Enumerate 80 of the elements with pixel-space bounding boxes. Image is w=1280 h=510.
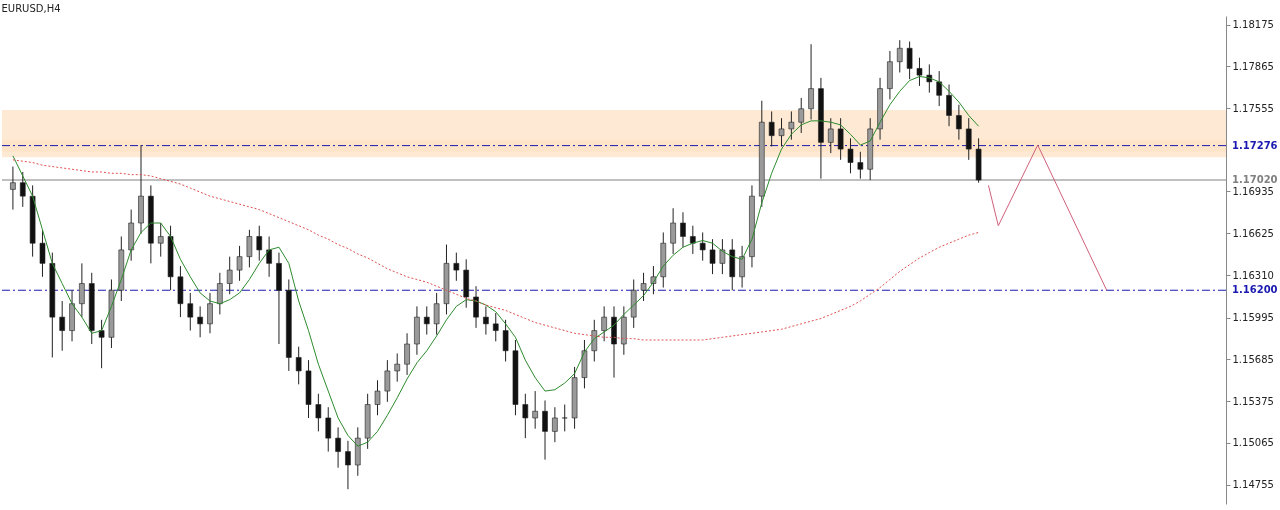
candlestick	[59, 300, 65, 352]
candlestick	[680, 211, 686, 248]
candlestick	[256, 225, 263, 262]
candlestick	[699, 231, 706, 262]
candlestick	[837, 117, 844, 161]
candlestick	[798, 97, 805, 134]
candlestick	[916, 57, 923, 87]
candlestick	[827, 117, 834, 154]
candlestick	[896, 39, 903, 73]
candlestick	[857, 151, 864, 180]
candlestick	[690, 225, 696, 255]
candlestick	[394, 352, 401, 383]
y-tick-label: 1.16310	[1232, 269, 1274, 281]
candlestick	[157, 222, 164, 258]
ref-line-label: 1.17020	[1232, 174, 1278, 186]
candlestick	[404, 332, 410, 376]
candlestick	[384, 359, 391, 403]
candlestick	[719, 238, 726, 275]
candlestick	[315, 393, 322, 432]
candlestick	[936, 70, 942, 107]
candlestick	[640, 272, 647, 302]
candlestick	[325, 406, 332, 453]
candlestick	[552, 406, 558, 443]
candlestick	[739, 245, 745, 289]
candlestick	[847, 137, 854, 174]
candlestick	[502, 319, 509, 362]
y-tick-label: 1.16935	[1232, 185, 1274, 197]
candlestick	[483, 305, 489, 336]
candlestick	[197, 305, 203, 338]
candlestick	[374, 379, 381, 416]
candlestick	[808, 43, 814, 121]
candlestick	[236, 245, 243, 282]
candlestick	[601, 305, 607, 342]
candlestick	[246, 229, 253, 268]
candlestick	[473, 285, 479, 329]
ref-line-label: 1.16200	[1232, 284, 1278, 296]
candlestick	[266, 235, 272, 278]
line-series	[987, 144, 1108, 291]
candlestick	[433, 292, 440, 336]
candlestick	[788, 110, 795, 141]
candlestick	[335, 426, 341, 469]
y-tick-label: 1.15995	[1232, 312, 1274, 324]
candlestick	[79, 262, 85, 318]
candlestick	[591, 319, 598, 362]
candlestick	[965, 117, 972, 161]
candlestick	[345, 440, 351, 490]
candlestick	[906, 41, 913, 80]
candlestick	[19, 171, 26, 208]
candlestick	[295, 346, 302, 385]
y-tick-label: 1.15065	[1232, 437, 1274, 449]
y-tick-label: 1.15685	[1232, 353, 1274, 365]
candlestick	[207, 292, 213, 334]
candlestick	[542, 399, 548, 461]
candlestick	[670, 207, 676, 255]
candlestick	[778, 117, 785, 147]
candlestick	[522, 393, 529, 439]
candlestick	[492, 312, 499, 342]
candlestick	[709, 238, 716, 275]
y-tick-label: 1.14755	[1232, 479, 1274, 491]
candlestick	[423, 305, 430, 336]
candlestick	[226, 256, 233, 295]
candlestick	[187, 292, 194, 332]
candlestick	[946, 84, 952, 127]
y-tick-label: 1.17555	[1232, 102, 1274, 114]
chart-title: EURUSD,H4	[1, 3, 61, 14]
candlestick	[926, 63, 933, 94]
y-tick-label: 1.16625	[1232, 227, 1274, 239]
y-tick-label: 1.18175	[1232, 19, 1274, 31]
candlestick	[453, 252, 460, 282]
candlestick	[39, 229, 46, 278]
candlestick	[956, 104, 962, 141]
candlestick	[98, 319, 105, 369]
ref-line-label: 1.17276	[1232, 139, 1278, 151]
candlestick	[561, 404, 568, 432]
candlestick	[217, 272, 223, 315]
candlestick	[10, 166, 16, 211]
y-tick-label: 1.17865	[1232, 60, 1274, 72]
candlestick	[768, 110, 775, 147]
candlestick	[532, 390, 538, 430]
y-tick-label: 1.15375	[1232, 395, 1274, 407]
